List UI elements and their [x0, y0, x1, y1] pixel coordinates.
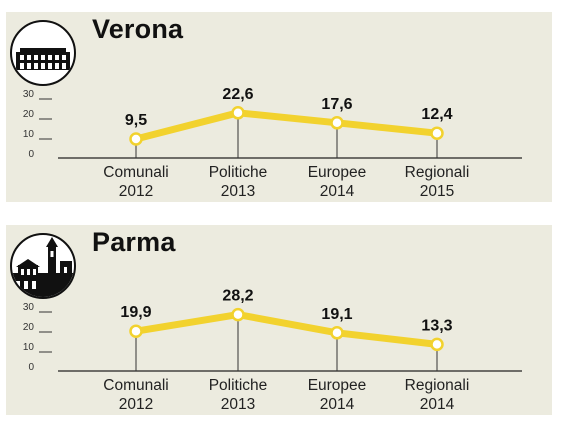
series-line	[132, 109, 441, 143]
data-label: 13,3	[421, 317, 452, 334]
line-chart-verona: 0 10 20 30 9,5 22,6 17,6 12,4 Comunali 2012 Politi…	[23, 86, 522, 200]
chart-title: Verona	[92, 14, 184, 44]
chart-title: Parma	[92, 227, 176, 257]
series-line	[132, 311, 441, 348]
x-tick-label: 2012	[119, 396, 153, 413]
chart-panel-verona: Verona 0 10 20 30 9,5 22,6 17,6 12,4 Comunali 201…	[6, 12, 552, 202]
x-tick-label: Comunali	[103, 377, 168, 394]
data-point	[330, 116, 344, 130]
data-label: 19,9	[120, 304, 151, 321]
y-tick-label: 30	[23, 89, 35, 100]
y-tick-label: 20	[23, 322, 35, 333]
data-label: 9,5	[125, 112, 147, 129]
y-tick-label: 0	[28, 149, 34, 160]
x-tick-label: 2014	[320, 396, 355, 413]
y-tick-label: 30	[23, 302, 35, 313]
data-label: 19,1	[321, 306, 352, 323]
x-tick-label: 2013	[221, 396, 255, 413]
data-label: 28,2	[222, 288, 253, 305]
x-tick-label: Europee	[308, 377, 367, 394]
x-tick-label: Europee	[308, 164, 367, 181]
data-point	[129, 132, 143, 146]
line-chart-parma: 0 10 20 30 19,9 28,2 19,1 13,3 Comunali 2012 Polit…	[23, 288, 522, 413]
data-label: 22,6	[222, 86, 253, 103]
x-tick-label: Comunali	[103, 164, 168, 181]
x-tick-label: Regionali	[405, 377, 470, 394]
x-tick-label: 2012	[119, 183, 153, 200]
x-tick-label: Politiche	[209, 377, 268, 394]
data-label: 12,4	[421, 106, 452, 123]
y-tick-label: 10	[23, 342, 35, 353]
x-tick-label: 2015	[420, 183, 454, 200]
data-point	[231, 307, 245, 322]
data-point	[430, 126, 444, 140]
cathedral-skyline-icon	[10, 233, 76, 299]
data-point	[129, 324, 143, 338]
x-tick-label: 2014	[420, 396, 455, 413]
x-tick-label: Regionali	[405, 164, 470, 181]
x-tick-label: Politiche	[209, 164, 268, 181]
x-tick-label: 2014	[320, 183, 355, 200]
arena-colosseum-icon	[10, 20, 76, 86]
chart-panel-parma: Parma 0 10 20 30 19,9 28,2 19,1 13,3 Comunali 201…	[6, 225, 552, 415]
y-tick-label: 10	[23, 129, 35, 140]
x-tick-label: 2013	[221, 183, 255, 200]
data-point	[231, 106, 245, 120]
data-point	[430, 337, 444, 352]
y-tick-label: 20	[23, 109, 35, 120]
data-label: 17,6	[321, 96, 352, 113]
data-point	[330, 326, 344, 340]
y-tick-label: 0	[28, 362, 34, 373]
